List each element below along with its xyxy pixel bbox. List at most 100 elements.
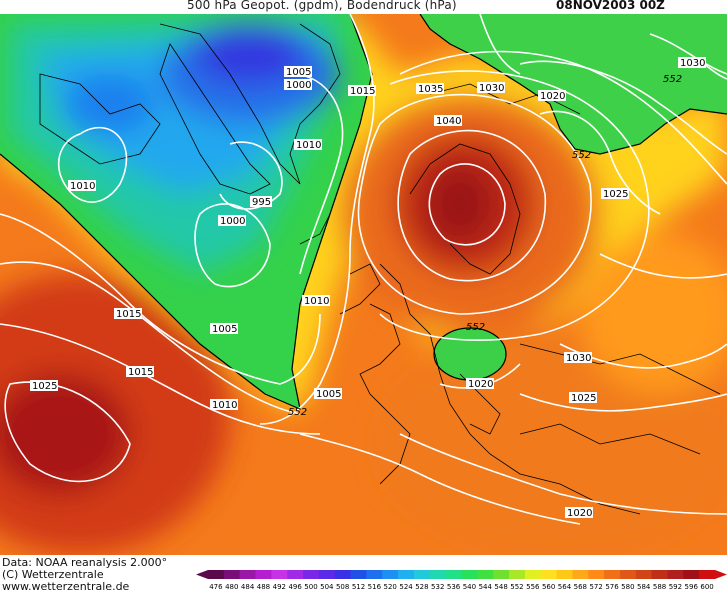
legend-swatch (413, 570, 431, 579)
legend-tick-label: 576 (605, 583, 619, 591)
legend-swatch (619, 570, 637, 579)
pressure-label: 1025 (569, 392, 597, 404)
legend-tick-label: 508 (336, 583, 349, 591)
legend-arrow-right (715, 570, 727, 579)
map-footer: Data: NOAA reanalysis 2.000° (C) Wetterz… (0, 555, 727, 593)
legend-tick-label: 480 (225, 583, 238, 591)
legend-swatch (429, 570, 447, 579)
legend-swatch (588, 570, 605, 579)
legend-tick-label: 484 (241, 583, 255, 591)
isobars (0, 14, 727, 525)
legend-swatch (303, 570, 320, 579)
legend-tick-label: 572 (589, 583, 602, 591)
svg-text:1015: 1015 (116, 309, 141, 320)
pressure-label: 1000 (284, 79, 312, 91)
legend-swatch (635, 570, 653, 579)
pressure-label: 1000 (218, 215, 246, 227)
svg-text:1005: 1005 (316, 389, 341, 400)
svg-text:1040: 1040 (436, 116, 461, 127)
legend-tick-label: 556 (526, 583, 540, 591)
legend-tick-label: 528 (415, 583, 428, 591)
pressure-label: 1015 (126, 366, 154, 378)
svg-text:1010: 1010 (296, 140, 321, 151)
legend-tick-label: 496 (288, 583, 302, 591)
legend-swatch (208, 570, 225, 579)
weather-map: 1005 1000 1015 1035 1030 1020 1030 1010 … (0, 14, 727, 555)
legend-tick-label: 592 (669, 583, 682, 591)
legend-swatch (334, 570, 351, 579)
legend-swatch (493, 570, 510, 579)
pressure-label: 1020 (538, 90, 566, 102)
svg-text:1000: 1000 (286, 80, 311, 91)
north-green (420, 14, 727, 154)
legend-tick-label: 512 (352, 583, 365, 591)
legend-swatch (350, 570, 367, 579)
pressure-label: 1010 (294, 139, 322, 151)
geopotential-labels: 552 552 552 552 (288, 74, 682, 418)
legend-tick-label: 580 (621, 583, 634, 591)
legend-tick-label: 560 (542, 583, 555, 591)
svg-text:1030: 1030 (479, 83, 504, 94)
legend-tick-label: 492 (273, 583, 286, 591)
legend-tick-label: 544 (479, 583, 493, 591)
cutoff-low (434, 328, 506, 380)
legend-tick-label: 504 (320, 583, 334, 591)
legend-tick-label: 524 (399, 583, 413, 591)
svg-text:1020: 1020 (540, 91, 565, 102)
pressure-label: 1005 (314, 388, 342, 400)
legend-tick-label: 568 (574, 583, 587, 591)
svg-text:1030: 1030 (680, 58, 705, 69)
legend-tick-label: 596 (685, 583, 699, 591)
svg-text:1000: 1000 (220, 216, 245, 227)
pressure-label: 1040 (434, 115, 462, 127)
legend-swatch (382, 570, 399, 579)
svg-text:1025: 1025 (32, 381, 57, 392)
pressure-label: 1035 (416, 83, 444, 95)
legend-swatch (287, 570, 304, 579)
legend-swatch (651, 570, 668, 579)
contour-552-label: 552 (288, 407, 307, 418)
pressure-label: 1010 (68, 180, 96, 192)
legend-arrow-left (196, 570, 208, 579)
legend-tick-label: 600 (700, 583, 713, 591)
map-date: 08NOV2003 00Z (556, 0, 665, 12)
pressure-label: 1005 (284, 66, 312, 78)
pressure-label: 1020 (466, 378, 494, 390)
legend-tick-label: 552 (510, 583, 523, 591)
legend-swatch (604, 570, 621, 579)
legend-tick-label: 548 (494, 583, 507, 591)
legend-swatch (540, 570, 557, 579)
svg-text:1030: 1030 (566, 353, 591, 364)
legend-tick-label: 476 (209, 583, 223, 591)
legend-tick-label: 520 (384, 583, 397, 591)
legend-swatch (461, 570, 478, 579)
legend-tick-label: 584 (637, 583, 651, 591)
legend-tick-label: 536 (447, 583, 461, 591)
legend-swatch (398, 570, 415, 579)
contour-552-label: 552 (466, 322, 485, 333)
svg-text:1005: 1005 (286, 67, 311, 78)
legend-swatch (683, 570, 700, 579)
pressure-label: 1030 (678, 57, 706, 69)
legend-swatch (667, 570, 684, 579)
legend-swatch (556, 570, 573, 579)
pressure-label: 1020 (565, 507, 593, 519)
legend-swatch (223, 570, 241, 579)
legend-swatch (255, 570, 272, 579)
svg-text:1025: 1025 (603, 189, 628, 200)
pressure-label: 1030 (477, 82, 505, 94)
legend-tick-label: 488 (257, 583, 270, 591)
svg-text:1020: 1020 (567, 508, 592, 519)
pressure-label: 1030 (564, 352, 592, 364)
svg-text:1020: 1020 (468, 379, 493, 390)
legend-swatch (239, 570, 256, 579)
legend-swatch (318, 570, 336, 579)
pressure-label: 995 (250, 196, 272, 208)
svg-text:1010: 1010 (70, 181, 95, 192)
legend-swatch (445, 570, 462, 579)
legend-swatch (699, 570, 716, 579)
svg-text:1025: 1025 (571, 393, 596, 404)
pressure-label: 1010 (302, 295, 330, 307)
legend-swatch (524, 570, 542, 579)
color-legend: 476 480 484 488 492 496 500 504 508 512 516 520 524 5… (196, 570, 727, 591)
